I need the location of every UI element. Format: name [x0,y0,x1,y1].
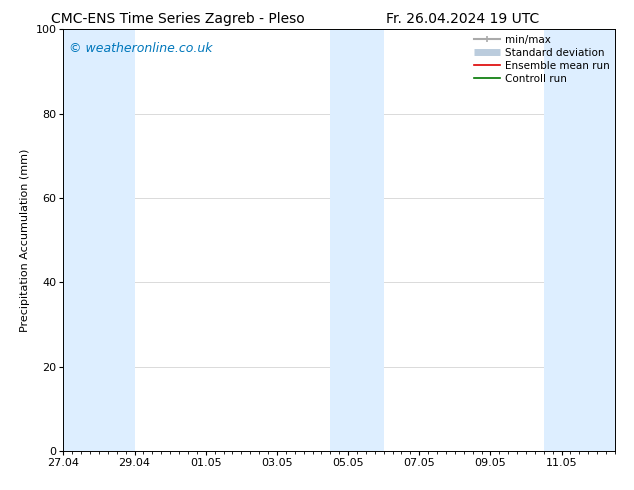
Bar [330,29,384,451]
Text: Fr. 26.04.2024 19 UTC: Fr. 26.04.2024 19 UTC [386,12,540,26]
Legend: min/max, Standard deviation, Ensemble mean run, Controll run: min/max, Standard deviation, Ensemble me… [474,35,610,84]
Bar [63,29,134,451]
Y-axis label: Precipitation Accumulation (mm): Precipitation Accumulation (mm) [20,148,30,332]
Bar [544,29,615,451]
Text: © weatheronline.co.uk: © weatheronline.co.uk [69,42,212,55]
Text: CMC-ENS Time Series Zagreb - Pleso: CMC-ENS Time Series Zagreb - Pleso [51,12,304,26]
